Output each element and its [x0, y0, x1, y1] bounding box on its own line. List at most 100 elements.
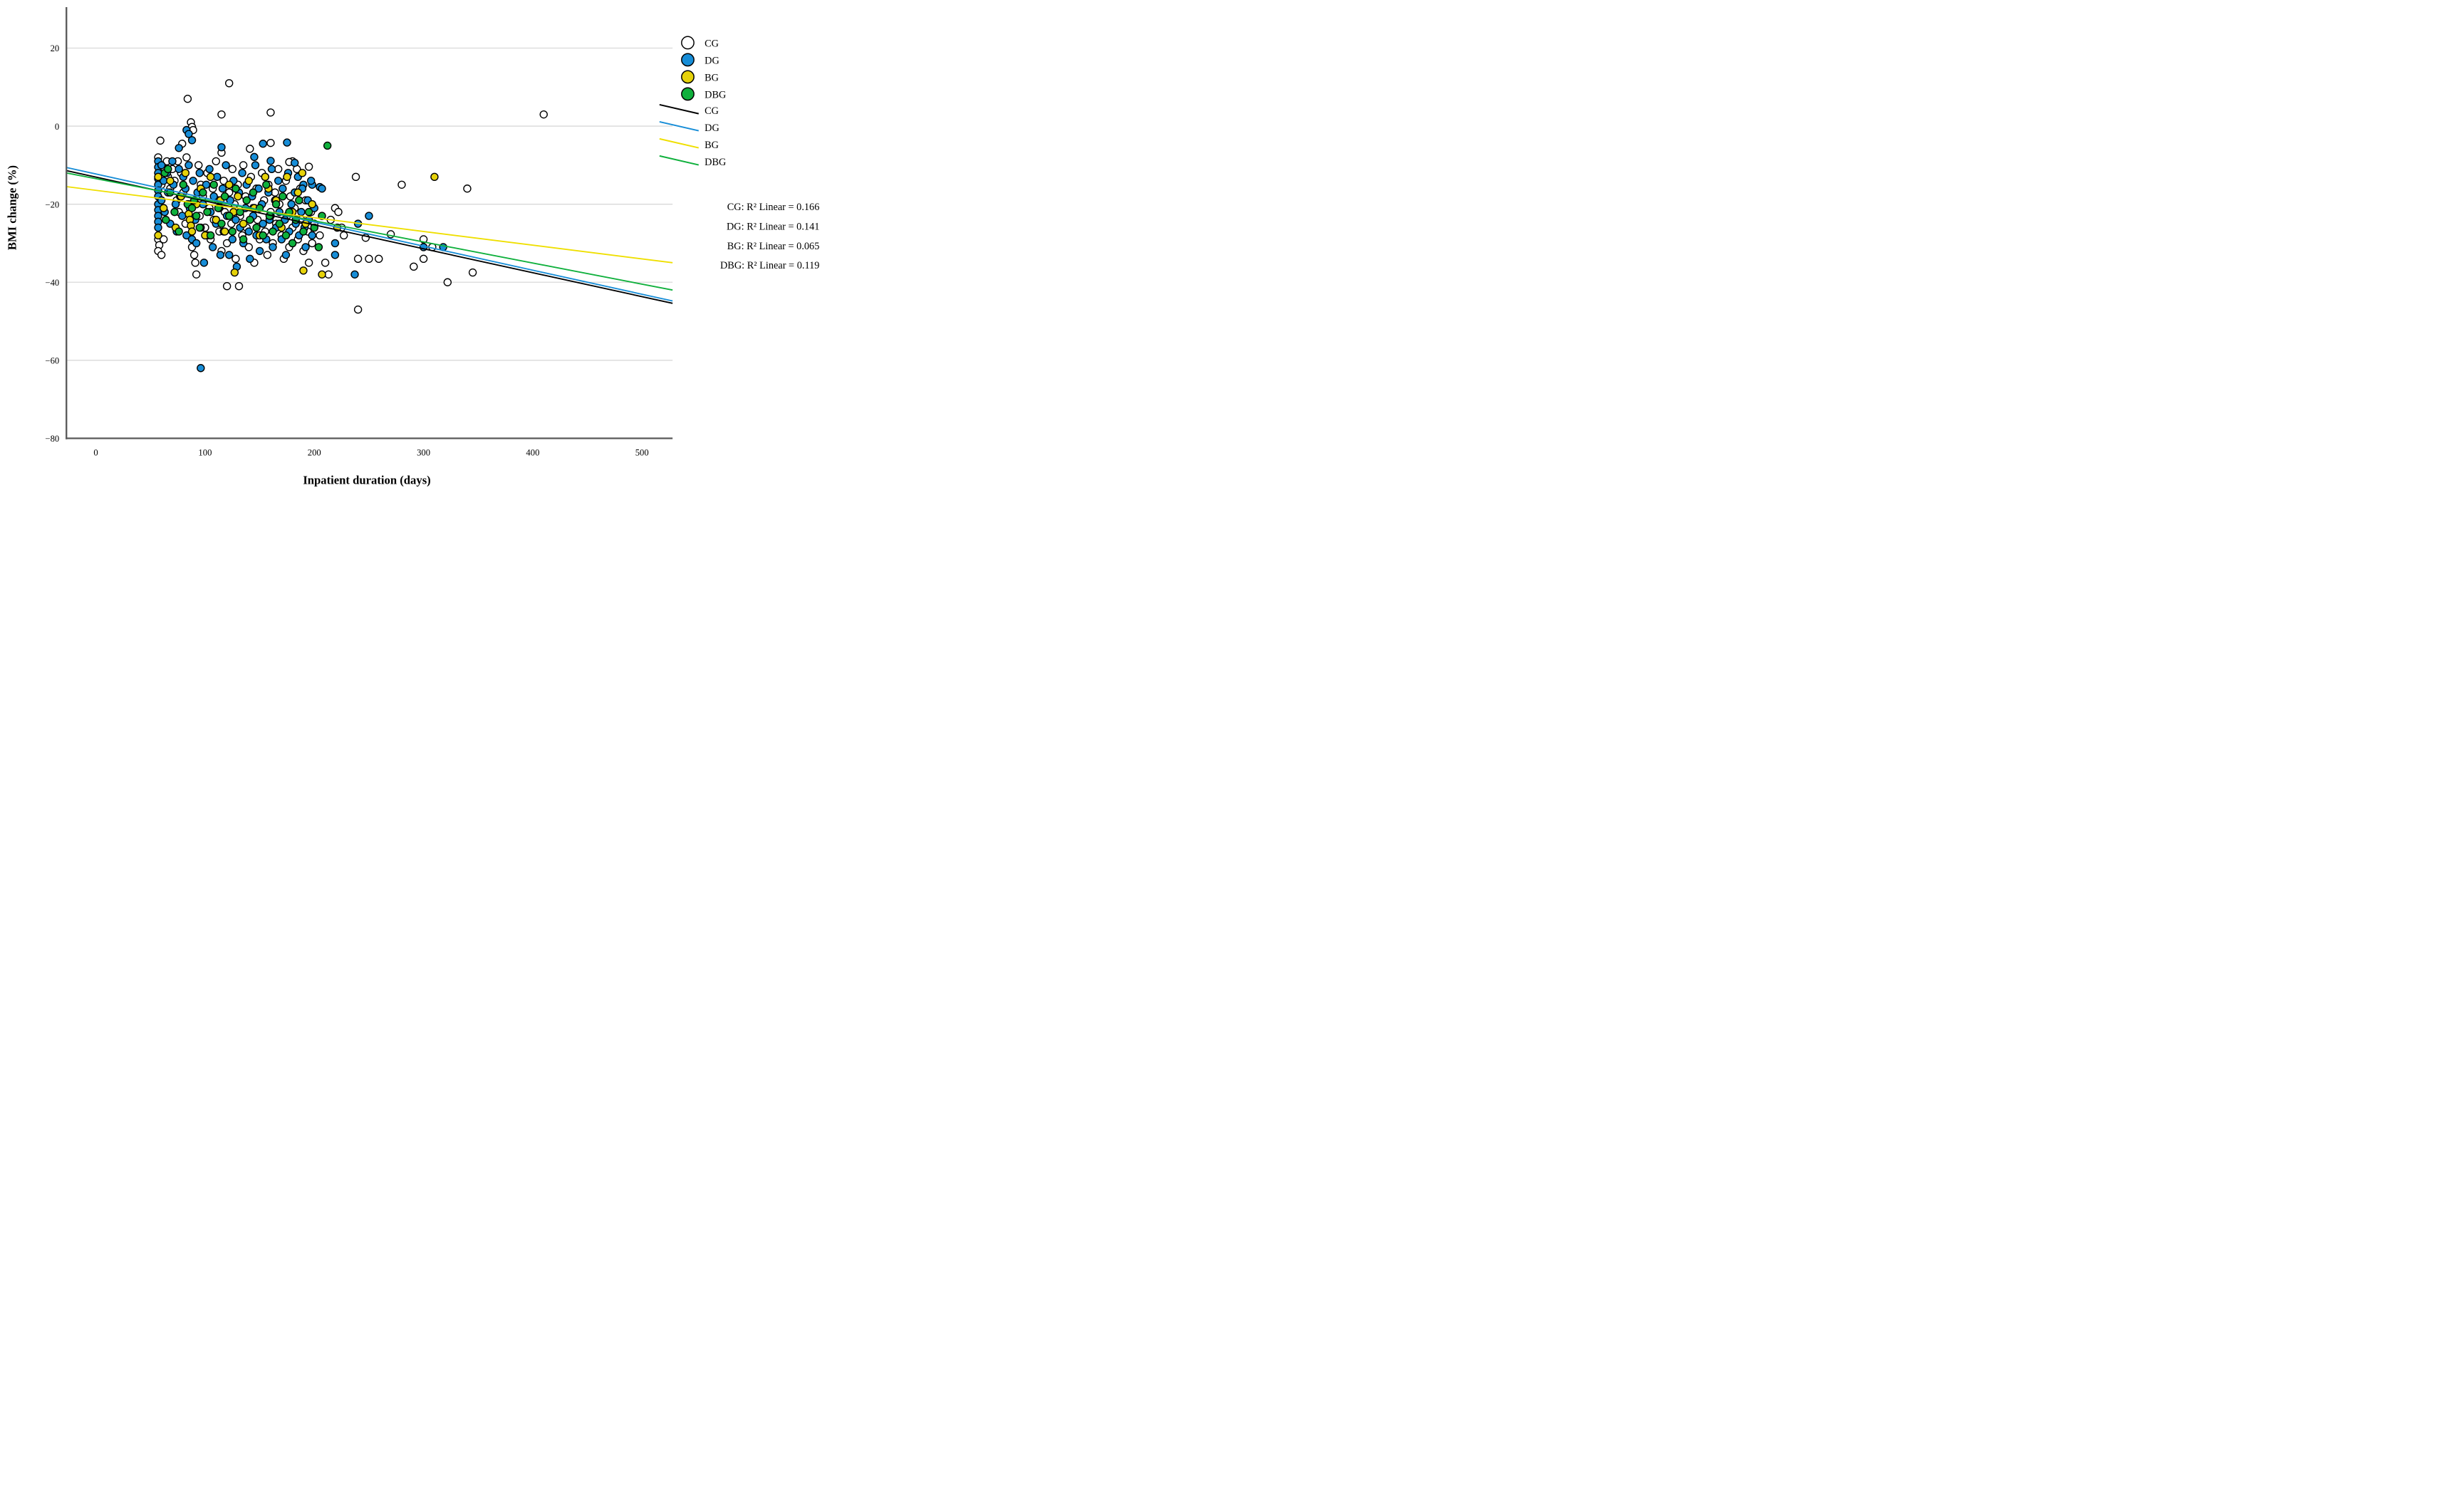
- data-point-dg: [259, 219, 267, 228]
- data-point-dbg: [224, 212, 234, 220]
- legend-marker-dg-icon: [681, 53, 695, 67]
- data-point-cg: [157, 251, 166, 259]
- data-point-cg: [156, 136, 165, 145]
- data-point-dg: [168, 157, 177, 166]
- legend-line-bg-icon: [659, 137, 700, 149]
- data-point-dbg: [246, 215, 254, 224]
- data-point-dbg: [242, 196, 251, 204]
- data-point-dbg: [288, 239, 297, 248]
- data-point-cg: [266, 108, 275, 117]
- data-point-cg: [191, 259, 199, 267]
- data-point-dg: [202, 180, 211, 189]
- data-point-cg: [539, 110, 548, 119]
- data-point-dg: [189, 177, 197, 185]
- y-tick-label: 20: [51, 43, 60, 53]
- data-point-dbg: [318, 212, 326, 220]
- data-point-dg: [197, 364, 205, 373]
- data-point-bg: [154, 172, 162, 182]
- data-point-dg: [308, 231, 316, 240]
- data-point-cg: [182, 153, 191, 162]
- data-point-dg: [269, 243, 277, 251]
- legend-label-bg: BG: [705, 72, 719, 83]
- y-tick-label: −20: [45, 199, 59, 209]
- fit-line-dg: [66, 167, 673, 302]
- data-point-dg: [279, 184, 287, 193]
- legend-marker-dbg-icon: [681, 87, 695, 101]
- data-point-dbg: [206, 231, 215, 240]
- y-axis-title: BMI change (%): [5, 165, 19, 250]
- data-point-bg: [187, 227, 197, 236]
- legend-marker-bg-icon: [681, 70, 695, 84]
- data-point-dg: [218, 184, 227, 193]
- data-point-dg: [306, 177, 316, 185]
- data-point-bg: [212, 215, 220, 224]
- data-point-dg: [246, 254, 254, 264]
- data-point-cg: [304, 259, 313, 267]
- data-point-cg: [419, 254, 428, 264]
- y-tick-label: −40: [45, 278, 59, 288]
- data-point-bg: [160, 204, 168, 212]
- data-point-cg: [244, 243, 253, 251]
- legend: CG DG BG DBG CG DG BG DBG: [659, 36, 726, 168]
- data-point-dg: [290, 158, 299, 167]
- data-point-dbg: [217, 219, 226, 228]
- data-point-bg: [244, 177, 253, 185]
- data-point-dbg: [259, 231, 267, 240]
- r2-cg: CG: R² Linear = 0.166: [727, 202, 820, 213]
- legend-label-dg: DG: [705, 55, 719, 66]
- data-point-bg: [234, 192, 242, 201]
- legend-line-cg-icon: [659, 103, 700, 115]
- data-point-cg: [339, 231, 348, 240]
- legend-line-label-cg: CG: [705, 105, 719, 117]
- data-point-cg: [365, 254, 373, 264]
- data-point-bg: [299, 266, 308, 275]
- data-point-dbg: [271, 199, 281, 209]
- x-axis-title: Inpatient duration (days): [303, 474, 430, 487]
- data-point-dbg: [304, 207, 313, 217]
- data-point-dg: [350, 270, 359, 279]
- data-point-bg: [166, 177, 175, 185]
- y-tick-label: −60: [45, 355, 59, 365]
- data-point-dbg: [179, 180, 187, 189]
- data-point-dg: [217, 142, 226, 152]
- legend-line-dg-icon: [659, 120, 700, 132]
- data-point-dg: [259, 140, 267, 148]
- r2-annotations: CG: R² Linear = 0.166 DG: R² Linear = 0.…: [720, 202, 819, 271]
- data-point-bg: [430, 172, 439, 182]
- data-point-dg: [318, 184, 326, 193]
- data-point-cg: [321, 259, 330, 267]
- data-point-dbg: [170, 207, 179, 217]
- data-point-dg: [208, 243, 217, 251]
- data-point-bg: [230, 268, 239, 277]
- data-point-cg: [222, 282, 232, 291]
- data-point-dbg: [269, 227, 277, 236]
- x-tick-label: 400: [526, 448, 539, 458]
- data-point-cg: [212, 157, 220, 166]
- data-point-cg: [160, 235, 168, 244]
- data-point-dg: [222, 161, 230, 170]
- data-point-dg: [184, 161, 193, 170]
- data-point-dg: [216, 251, 225, 259]
- data-point-bg: [298, 169, 307, 177]
- data-point-dg: [184, 130, 193, 138]
- data-point-dg: [154, 223, 162, 232]
- data-point-dbg: [164, 165, 172, 174]
- data-point-dg: [331, 251, 340, 259]
- data-point-bg: [154, 231, 162, 240]
- data-point-bg: [283, 172, 291, 182]
- data-point-cg: [183, 95, 192, 103]
- gridlines: [66, 47, 673, 361]
- legend-line-dbg-icon: [659, 155, 700, 166]
- data-point-bg: [220, 227, 229, 236]
- data-point-cg: [351, 172, 360, 182]
- data-point-cg: [239, 161, 248, 170]
- data-point-dbg: [192, 212, 201, 220]
- data-point-dbg: [281, 231, 291, 240]
- x-tick-label: 100: [198, 448, 212, 458]
- data-point-dg: [178, 212, 187, 220]
- legend-line-label-bg: BG: [705, 140, 719, 151]
- data-point-dbg: [314, 243, 323, 251]
- data-point-dg: [267, 165, 276, 174]
- data-point-cg: [308, 239, 316, 248]
- data-point-dg: [195, 169, 204, 177]
